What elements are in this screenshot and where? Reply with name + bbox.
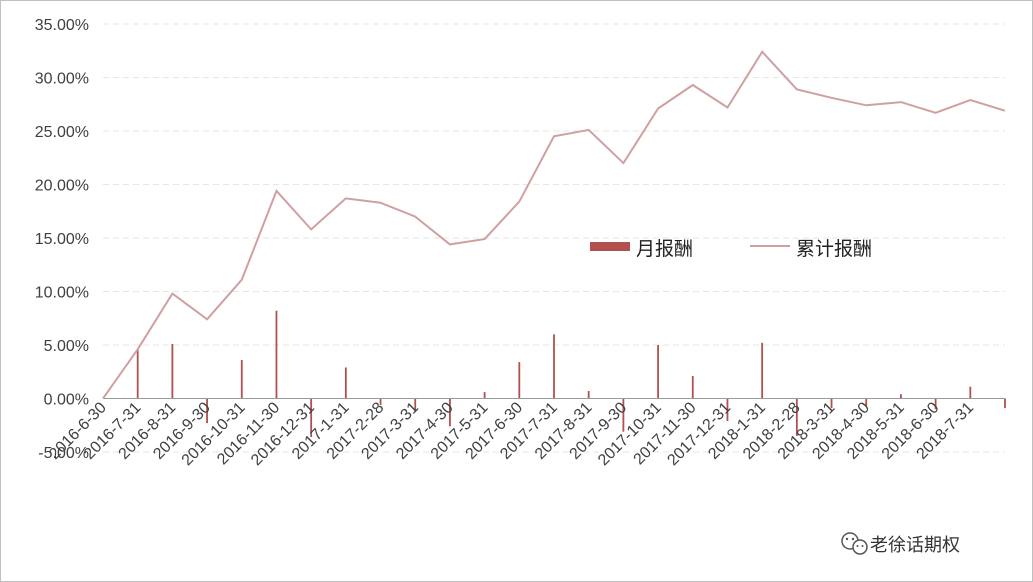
bar-monthly: [449, 398, 451, 427]
bar-monthly: [795, 398, 798, 436]
bar-monthly: [1004, 398, 1006, 409]
bar-monthly: [344, 367, 347, 399]
bar-monthly: [761, 342, 764, 399]
legend-swatch-monthly: [590, 242, 630, 251]
y-tick-label: 20.00%: [35, 178, 89, 195]
bar-monthly: [414, 398, 417, 412]
legend: 月报酬 累计报酬: [590, 238, 872, 260]
y-tick-label: 15.00%: [35, 231, 89, 248]
bar-monthly: [240, 359, 243, 399]
legend-label-cumulative: 累计报酬: [796, 238, 872, 260]
gridlines: [103, 23, 1005, 453]
bar-monthly: [275, 310, 278, 399]
legend-label-monthly: 月报酬: [636, 238, 693, 260]
bar-monthly: [310, 398, 313, 438]
bar-monthly: [136, 349, 139, 399]
cumulative-return-line: [102, 50, 1006, 400]
bar-monthly: [691, 376, 694, 399]
bar-monthly: [587, 391, 590, 399]
wechat-icon: [841, 532, 868, 555]
x-axis-ticks: 2016-6-302016-7-312016-8-312016-9-302016…: [46, 399, 977, 469]
monthly-return-bars: [136, 310, 1006, 438]
bar-monthly: [726, 398, 729, 421]
bar-monthly: [657, 345, 659, 399]
bar-monthly: [934, 398, 937, 410]
bar-monthly: [553, 334, 555, 399]
bar-monthly: [518, 362, 521, 399]
bar-monthly: [865, 398, 868, 406]
watermark: 老徐话期权: [841, 532, 960, 556]
bar-monthly: [206, 398, 208, 424]
bar-monthly: [969, 386, 972, 399]
y-tick-label: 25.00%: [35, 124, 89, 141]
y-tick-label: 0.00%: [44, 392, 89, 409]
y-axis-ticks: -5.00% 0.00% 5.00% 10.00% 15.00% 20.00% 25.00%…: [35, 17, 89, 462]
bar-monthly: [622, 398, 625, 432]
bar-monthly: [483, 392, 486, 399]
watermark-text: 老徐话期权: [870, 535, 960, 556]
y-tick-label: 30.00%: [35, 71, 89, 88]
y-tick-label: 10.00%: [35, 285, 89, 302]
bar-monthly: [171, 343, 174, 399]
y-tick-label: -5.00%: [38, 445, 89, 462]
bar-monthly: [379, 398, 382, 405]
bar-monthly: [900, 394, 902, 399]
y-tick-label: 5.00%: [44, 338, 89, 355]
y-tick-label: 35.00%: [35, 17, 89, 34]
bar-monthly: [830, 398, 833, 409]
